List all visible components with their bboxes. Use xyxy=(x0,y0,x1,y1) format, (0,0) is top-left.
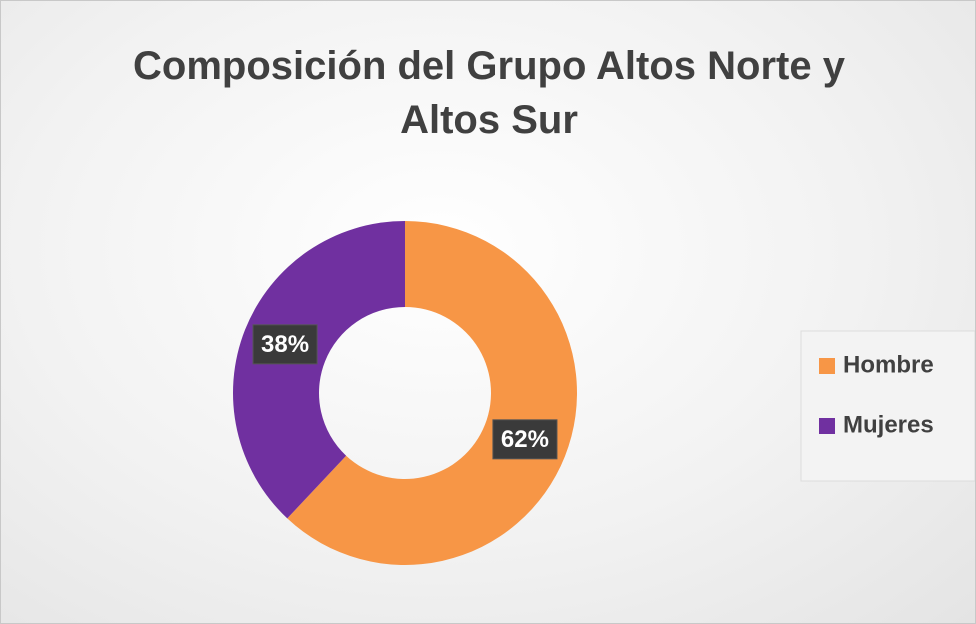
donut-slice xyxy=(287,221,577,565)
data-label-box xyxy=(492,419,558,460)
legend-box xyxy=(800,330,975,482)
data-label: 62% xyxy=(501,426,549,453)
chart-title: Composición del Grupo Altos Norte y Alto… xyxy=(133,44,845,142)
legend-label: Mujeres xyxy=(843,411,934,438)
data-label-box xyxy=(252,324,318,365)
data-label: 38% xyxy=(261,331,309,358)
donut-slice xyxy=(233,221,405,519)
legend-swatch xyxy=(819,418,835,434)
legend-label: Hombre xyxy=(843,351,934,378)
legend-swatch xyxy=(819,358,835,374)
